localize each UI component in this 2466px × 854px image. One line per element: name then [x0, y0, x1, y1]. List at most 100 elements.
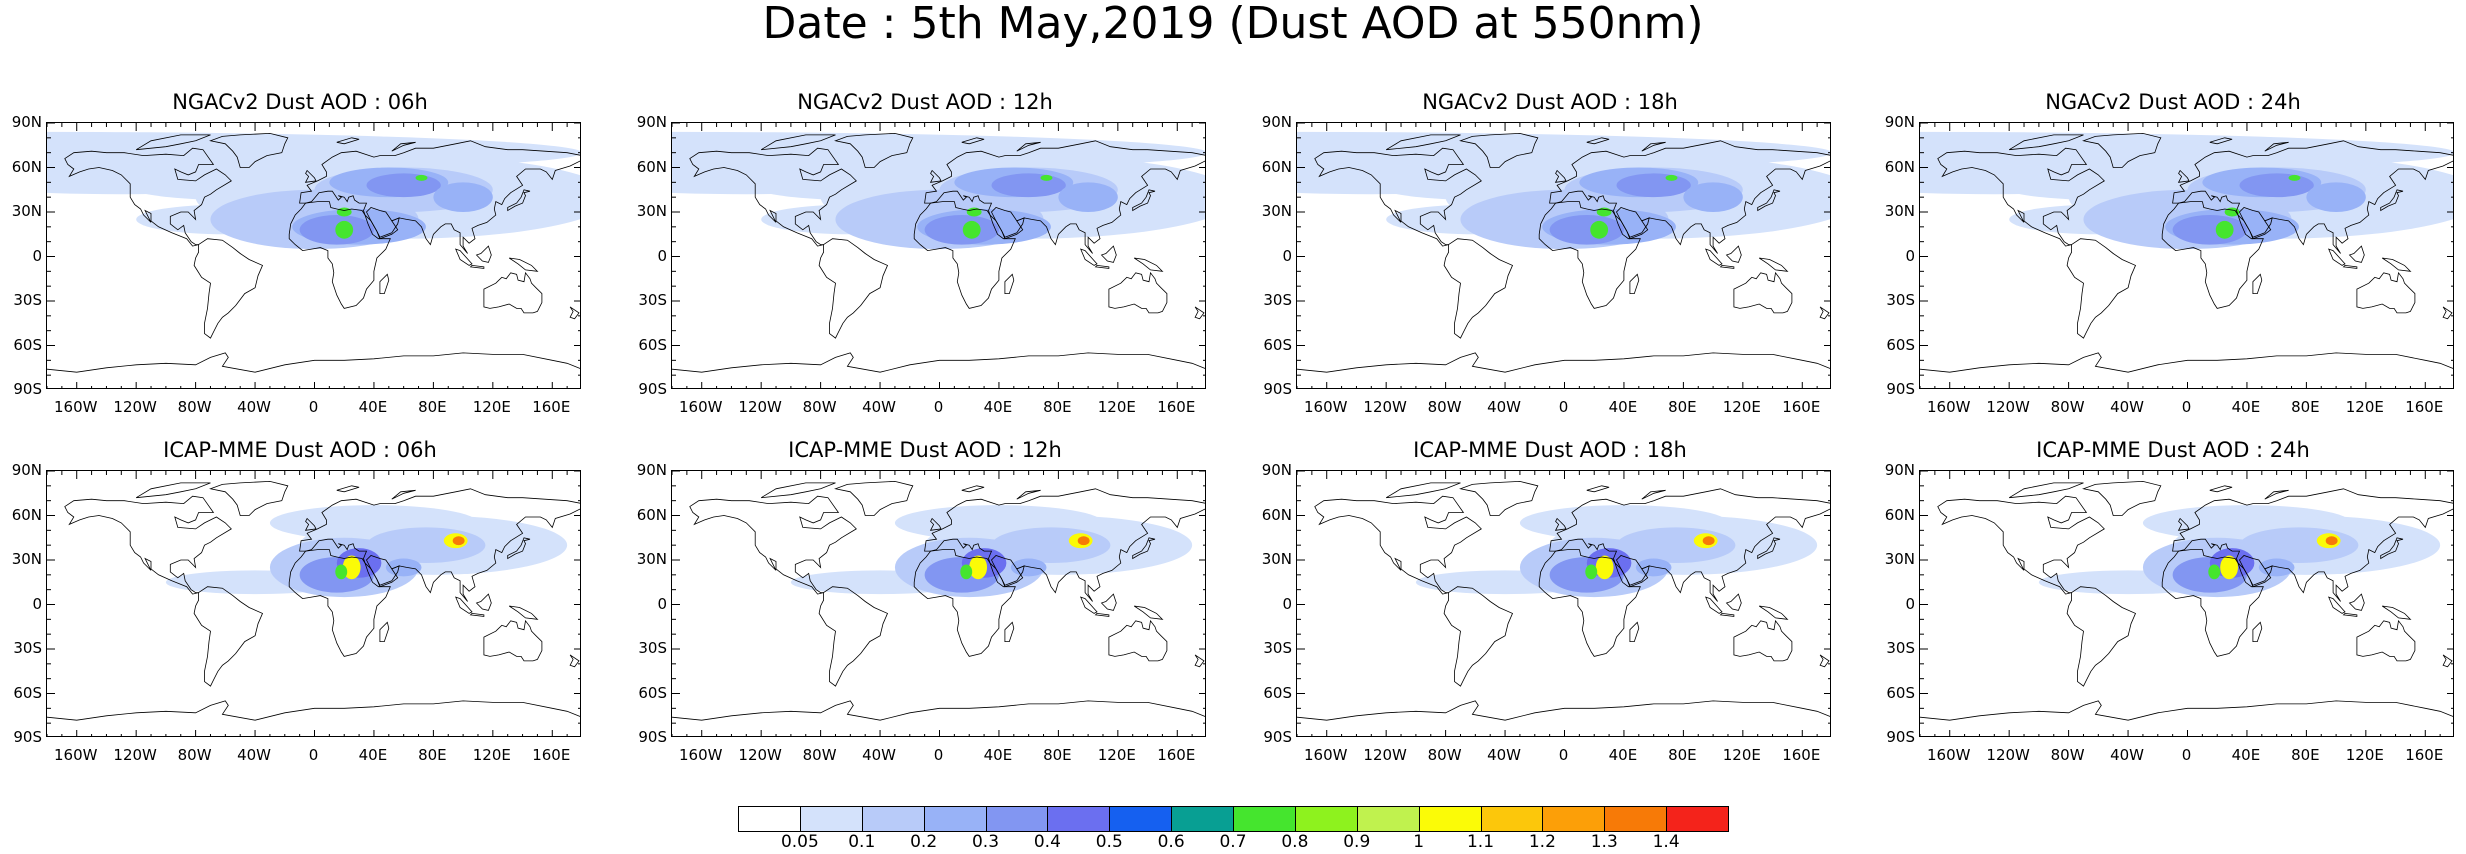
dust-map	[1920, 471, 2453, 736]
coastline-arctic-islands-a	[2008, 482, 2084, 499]
coastline-australia	[1108, 619, 1168, 662]
dust-contour	[2258, 558, 2295, 577]
lon-tick-label: 120E	[1722, 746, 1761, 764]
lat-tick-label: 60N	[11, 157, 42, 176]
coastline-eurasia	[2172, 140, 2453, 254]
coastline-indonesia-b	[1094, 612, 1110, 617]
lat-tick-label: 30N	[1261, 550, 1292, 568]
lat-tick-label: 0	[1282, 246, 1292, 265]
coastline-new-zealand	[1819, 306, 1830, 320]
dust-contour	[335, 220, 354, 239]
coastline-borneo	[1725, 593, 1742, 611]
coastline-antarctica	[47, 352, 580, 373]
panel-title: NGACv2 Dust AOD : 12h	[797, 90, 1053, 114]
dust-map	[1297, 471, 1830, 736]
lon-tick-label: 0	[308, 746, 319, 764]
lon-tick-label: 40W	[1487, 746, 1521, 764]
lon-tick-label: 80W	[802, 398, 837, 416]
lat-tick-label: 60S	[13, 335, 42, 354]
panel-title: NGACv2 Dust AOD : 18h	[1422, 90, 1678, 114]
lon-tick-label: 120E	[472, 746, 511, 764]
lon-tick-label: 40E	[358, 746, 388, 764]
coastline-madagascar	[1629, 273, 1640, 294]
coastline-arctic-islands-a	[760, 482, 836, 499]
colorbar-swatch	[1604, 806, 1668, 832]
lon-tick-label: 120W	[1986, 746, 2030, 764]
dust-contour	[1595, 555, 1614, 580]
dust-contour	[2306, 182, 2366, 212]
lon-tick-label: 120W	[113, 746, 157, 764]
colorbar-swatch	[1233, 806, 1296, 832]
lat-tick-label: 90N	[636, 461, 667, 479]
dust-contour	[335, 564, 348, 580]
lat-tick-label: 30N	[1261, 202, 1292, 220]
colorbar-label: 0.7	[1219, 832, 1247, 852]
coastline-uk	[929, 169, 942, 183]
coastline-eurasia	[924, 140, 1205, 254]
coastline-new-guinea	[1758, 605, 1789, 620]
lat-tick-label: 30N	[1884, 202, 1915, 220]
lon-tick-label: 80E	[2291, 746, 2320, 764]
coastline-antarctica	[1920, 352, 2453, 373]
coastline-africa	[2161, 549, 2264, 657]
lon-tick-label: 80E	[1043, 746, 1072, 764]
coastline-indonesia-a	[1079, 596, 1098, 614]
colorbar-swatch	[923, 806, 987, 832]
lat-tick-label: 60N	[1884, 157, 1915, 176]
coastline-arctic-islands-c	[1016, 141, 1041, 152]
coastline-indonesia-b	[1094, 264, 1110, 269]
colorbar-swatch	[1109, 806, 1173, 832]
dust-contour	[2239, 527, 2359, 563]
coastline-eurasia	[299, 140, 580, 254]
lat-tick-label: 60S	[638, 335, 667, 354]
coastline-arctic-islands-b	[336, 485, 360, 493]
lat-tick-label: 60N	[1884, 505, 1915, 524]
lat-tick-label: 30N	[1884, 550, 1915, 568]
coastline-madagascar	[1004, 273, 1015, 294]
dust-field	[1297, 131, 1830, 250]
lon-tick-label: 40E	[358, 398, 388, 416]
lat-tick-label: 90S	[1886, 380, 1915, 398]
lon-tick-label: 40W	[862, 398, 896, 416]
coastline-greenland	[209, 132, 289, 168]
coastline-uk	[1554, 517, 1567, 531]
coastline-new-guinea	[1133, 257, 1164, 272]
coastline-greenland	[209, 480, 289, 516]
coastline-borneo	[475, 593, 492, 611]
lon-tick-label: 120E	[2345, 746, 2384, 764]
coastline-south-america	[193, 238, 264, 339]
axis-ticks	[672, 123, 1205, 388]
lat-tick-label: 30S	[638, 639, 667, 657]
lon-tick-label: 80E	[418, 398, 447, 416]
coastline-arabia-stub	[366, 555, 400, 586]
map-frame	[46, 122, 581, 389]
coastline-arctic-islands-c	[2264, 489, 2289, 500]
lat-tick-label: 60N	[636, 157, 667, 176]
dust-contour	[2220, 555, 2239, 580]
lon-tick-label: 160W	[53, 746, 98, 764]
coastline-indonesia-a	[2327, 596, 2346, 614]
coastline-indonesia-b	[1719, 612, 1735, 617]
coastline-arctic-islands-a	[135, 482, 211, 499]
coastlines	[47, 480, 580, 721]
lon-tick-label: 160E	[1157, 746, 1196, 764]
lon-tick-label: 40W	[237, 746, 271, 764]
colorbar-swatch	[1047, 806, 1111, 832]
colorbar-label: 0.6	[1157, 832, 1185, 852]
dust-field	[47, 131, 580, 250]
coastline-arctic-islands-a	[135, 134, 211, 151]
dust-contour	[2208, 564, 2221, 580]
dust-contour	[366, 527, 486, 563]
axis-ticks	[1920, 123, 2453, 388]
lat-tick-label: 0	[32, 594, 42, 613]
map-frame	[1296, 470, 1831, 737]
coastline-arctic-islands-c	[1641, 489, 1666, 500]
lat-tick-label: 60N	[1261, 157, 1292, 176]
coastline-new-zealand	[569, 654, 580, 668]
coastline-arabia-stub	[2239, 207, 2273, 238]
lon-tick-label: 40W	[237, 398, 271, 416]
coastline-australia	[1108, 271, 1168, 314]
lat-tick-label: 30S	[13, 291, 42, 309]
lat-tick-label: 90N	[11, 461, 42, 479]
coastline-north-america	[1937, 147, 2105, 247]
